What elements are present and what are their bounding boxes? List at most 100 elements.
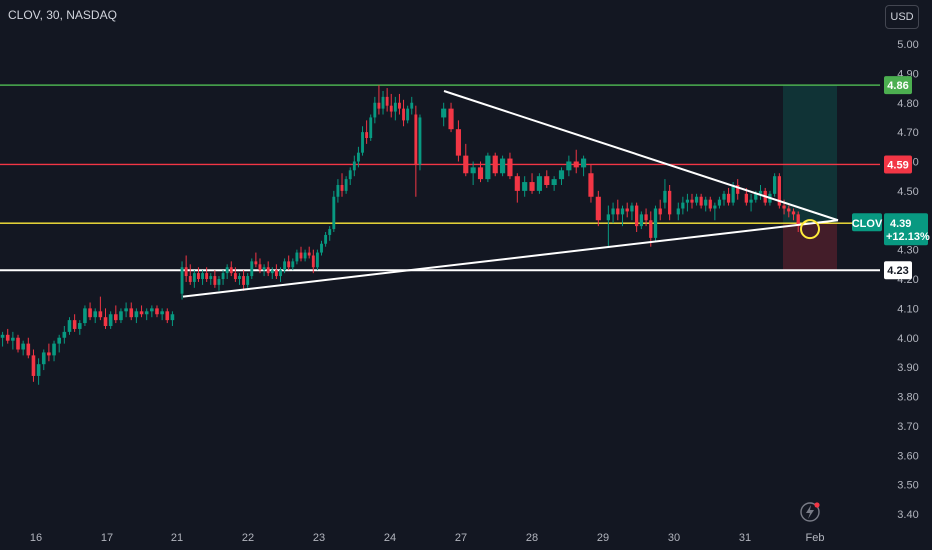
candle-body: [5, 334, 10, 341]
candles: [0, 85, 800, 385]
candle-body: [209, 276, 213, 279]
candle: [233, 267, 237, 282]
candle-body: [114, 314, 118, 321]
candle: [381, 91, 385, 115]
candle-body: [373, 102, 377, 118]
candle-body: [26, 343, 31, 356]
candle: [522, 176, 528, 197]
candle: [150, 305, 154, 318]
candle-body: [242, 276, 246, 285]
time-axis[interactable]: 16 17 21 22 23 24 27 28 29 30 31 Feb: [30, 532, 825, 544]
candle-body: [311, 255, 315, 268]
candle: [630, 202, 634, 221]
candle: [160, 308, 164, 321]
candle: [414, 105, 418, 197]
candle-body: [551, 179, 557, 185]
candle-body: [103, 317, 108, 326]
last-price-change: +12.13%: [886, 231, 930, 243]
candle-body: [36, 364, 41, 376]
level-label-text: 4.23: [887, 265, 908, 277]
symbol-tag-bg: [852, 213, 882, 232]
candle-body: [233, 273, 237, 279]
candle-body: [477, 167, 484, 180]
price-labels: 4.86 4.59 4.23 CLOV 4.39+12.13%: [852, 76, 930, 280]
candle-body: [667, 190, 672, 215]
candle: [57, 334, 61, 353]
candle: [225, 264, 229, 279]
candle: [262, 264, 266, 277]
candle-body: [369, 117, 373, 138]
replay-icon[interactable]: [800, 502, 820, 522]
candle: [139, 305, 144, 318]
candle-body: [184, 267, 188, 277]
candle: [11, 331, 15, 350]
candle-body: [315, 252, 319, 268]
candle-body: [150, 308, 154, 312]
candle-body: [192, 273, 196, 282]
position-box[interactable]: [783, 85, 837, 271]
candle: [311, 249, 315, 274]
candle-body: [197, 273, 200, 279]
candle: [402, 99, 405, 127]
candle-body: [139, 311, 144, 315]
candle: [98, 296, 103, 321]
candle-body: [88, 308, 92, 318]
candle: [758, 185, 763, 200]
candle-body: [324, 234, 328, 244]
candle: [620, 205, 625, 227]
candle-body: [796, 214, 800, 227]
candle: [221, 270, 225, 285]
candle: [566, 155, 572, 177]
trendlines[interactable]: [182, 90, 839, 298]
candle: [787, 205, 791, 218]
candle: [16, 334, 20, 353]
candle: [114, 305, 118, 324]
candle-body: [406, 108, 410, 121]
level-label-bg: [884, 155, 912, 174]
candle: [93, 308, 98, 324]
currency-button[interactable]: USD: [885, 5, 919, 29]
candle: [713, 202, 717, 221]
candle: [67, 317, 72, 335]
candle-body: [470, 167, 476, 174]
candle: [103, 308, 108, 329]
candle-body: [165, 311, 170, 321]
candle: [722, 190, 726, 206]
candle: [72, 314, 77, 332]
candle: [373, 96, 377, 124]
candle: [134, 308, 139, 324]
candle-body: [713, 205, 717, 209]
candle: [573, 149, 579, 174]
candle-body: [201, 273, 204, 279]
candle: [681, 196, 685, 215]
x-tick-label: 22: [242, 532, 254, 544]
last-price-bg: [884, 213, 928, 246]
candle-body: [398, 102, 401, 109]
candle-body: [307, 252, 311, 256]
candle-body: [389, 105, 393, 112]
candle-body: [566, 161, 572, 171]
highlight-circle: [800, 219, 820, 240]
candle-body: [283, 261, 287, 271]
x-tick-label: 29: [597, 532, 609, 544]
candle: [634, 202, 639, 232]
candle-body: [402, 108, 405, 121]
y-tick-label: 3.40: [897, 509, 918, 521]
candle: [324, 232, 328, 247]
candle: [536, 173, 542, 194]
candle-body: [229, 267, 233, 274]
y-tick-label: 4.10: [897, 303, 918, 315]
candle: [129, 302, 134, 321]
horizontal-levels[interactable]: [0, 84, 880, 272]
candle: [717, 196, 722, 209]
profit-zone: [783, 85, 837, 224]
candle: [616, 199, 620, 221]
candle-body: [205, 273, 209, 279]
candle-body: [77, 323, 82, 329]
candle: [242, 270, 246, 291]
candle-body: [536, 176, 542, 191]
candle-body: [744, 193, 749, 203]
level-label-text: 4.59: [887, 159, 908, 171]
candle: [385, 88, 389, 112]
